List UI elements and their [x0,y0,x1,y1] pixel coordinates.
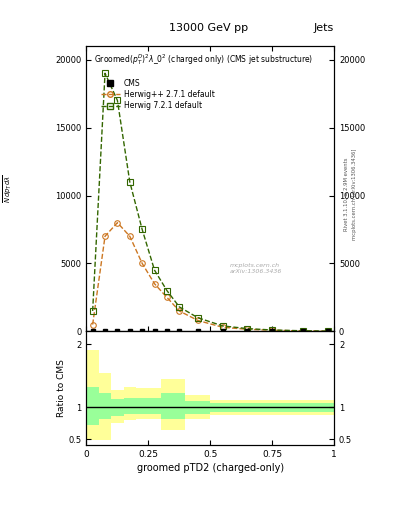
Text: mcplots.cern.ch [arXiv:1306.3436]: mcplots.cern.ch [arXiv:1306.3436] [352,149,357,240]
Text: Rivet 3.1.10, ≥ 2.9M events: Rivet 3.1.10, ≥ 2.9M events [344,158,349,231]
Text: mcplots.cern.ch
arXiv:1306.3436: mcplots.cern.ch arXiv:1306.3436 [230,263,283,274]
Y-axis label: Ratio to CMS: Ratio to CMS [57,359,66,417]
X-axis label: groomed pTD2 (charged-only): groomed pTD2 (charged-only) [137,463,284,474]
Text: 13000 GeV pp: 13000 GeV pp [169,23,248,33]
Text: Groomed$(p_T^D)^2\lambda\_0^2$ (charged only) (CMS jet substructure): Groomed$(p_T^D)^2\lambda\_0^2$ (charged … [94,52,313,67]
Y-axis label: $\frac{1}{N}\frac{dN}{dp_T d\lambda}$: $\frac{1}{N}\frac{dN}{dp_T d\lambda}$ [0,175,14,203]
Text: Jets: Jets [314,23,334,33]
Legend: CMS, Herwig++ 2.7.1 default, Herwig 7.2.1 default: CMS, Herwig++ 2.7.1 default, Herwig 7.2.… [98,76,218,113]
